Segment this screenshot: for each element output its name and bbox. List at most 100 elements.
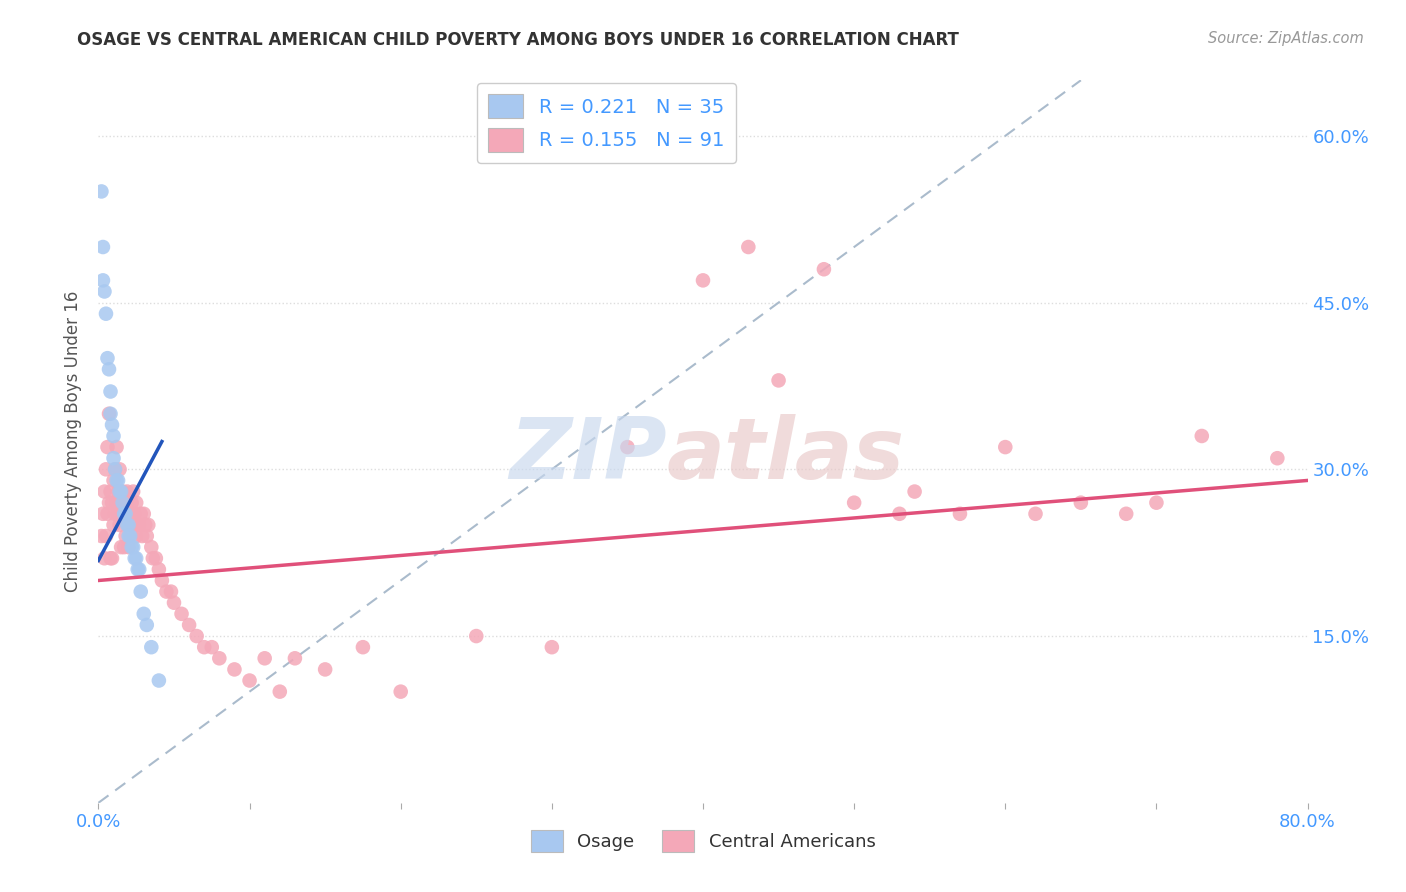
Point [737, 240, 759, 254]
Point [100, 551, 122, 566]
Point [112, 507, 135, 521]
Point [118, 540, 141, 554]
Point [100, 384, 122, 399]
Point [314, 662, 336, 676]
Point [134, 517, 156, 532]
Point [121, 496, 143, 510]
Point [949, 507, 972, 521]
Point [114, 507, 136, 521]
Point [100, 407, 122, 421]
Point [115, 484, 138, 499]
Point [111, 496, 134, 510]
Y-axis label: Child Poverty Among Boys Under 16: Child Poverty Among Boys Under 16 [65, 291, 83, 592]
Point [129, 584, 152, 599]
Point [253, 651, 276, 665]
Point [93, 285, 115, 299]
Point [125, 496, 148, 510]
Point [110, 540, 132, 554]
Point [105, 496, 128, 510]
Point [122, 540, 145, 554]
Point [1191, 429, 1213, 443]
Point [101, 551, 124, 566]
Point [118, 529, 141, 543]
Point [135, 618, 157, 632]
Point [93, 551, 115, 566]
Point [121, 517, 143, 532]
Point [107, 507, 129, 521]
Point [120, 507, 142, 521]
Point [103, 517, 125, 532]
Point [104, 507, 127, 521]
Point [193, 640, 215, 655]
Point [94, 529, 117, 543]
Point [107, 484, 129, 499]
Point [118, 517, 141, 532]
Point [127, 517, 149, 532]
Point [160, 584, 183, 599]
Point [114, 507, 136, 521]
Point [994, 440, 1017, 454]
Legend: Osage, Central Americans: Osage, Central Americans [523, 822, 883, 859]
Point [124, 507, 146, 521]
Point [224, 662, 246, 676]
Point [111, 484, 134, 499]
Point [844, 496, 866, 510]
Point [112, 540, 135, 554]
Point [103, 429, 125, 443]
Point [96, 351, 118, 366]
Point [135, 529, 157, 543]
Point [98, 407, 121, 421]
Point [1144, 496, 1167, 510]
Point [141, 640, 163, 655]
Point [104, 462, 127, 476]
Point [125, 529, 148, 543]
Point [91, 273, 114, 287]
Point [269, 684, 291, 698]
Point [98, 362, 121, 376]
Point [141, 540, 163, 554]
Point [111, 507, 134, 521]
Point [124, 551, 146, 566]
Point [201, 640, 224, 655]
Point [813, 262, 835, 277]
Point [1070, 496, 1092, 510]
Point [93, 484, 115, 499]
Point [118, 517, 141, 532]
Point [108, 484, 131, 499]
Point [540, 640, 562, 655]
Point [132, 507, 155, 521]
Text: ZIP: ZIP [509, 415, 666, 498]
Point [239, 673, 262, 688]
Point [105, 440, 128, 454]
Point [96, 440, 118, 454]
Point [105, 474, 128, 488]
Point [208, 651, 231, 665]
Text: Source: ZipAtlas.com: Source: ZipAtlas.com [1208, 31, 1364, 46]
Point [101, 417, 124, 432]
Point [103, 474, 125, 488]
Point [98, 496, 121, 510]
Point [692, 273, 714, 287]
Point [389, 684, 412, 698]
Point [768, 373, 790, 387]
Point [112, 496, 135, 510]
Point [125, 551, 148, 566]
Point [148, 673, 170, 688]
Point [127, 562, 149, 576]
Point [122, 484, 145, 499]
Point [1267, 451, 1289, 466]
Point [107, 474, 129, 488]
Point [128, 517, 150, 532]
Point [1115, 507, 1137, 521]
Point [904, 484, 927, 499]
Point [110, 507, 132, 521]
Point [100, 484, 122, 499]
Point [90, 529, 112, 543]
Point [150, 574, 173, 588]
Point [148, 562, 170, 576]
Point [465, 629, 488, 643]
Point [90, 185, 112, 199]
Point [110, 484, 132, 499]
Text: OSAGE VS CENTRAL AMERICAN CHILD POVERTY AMONG BOYS UNDER 16 CORRELATION CHART: OSAGE VS CENTRAL AMERICAN CHILD POVERTY … [77, 31, 959, 49]
Point [145, 551, 167, 566]
